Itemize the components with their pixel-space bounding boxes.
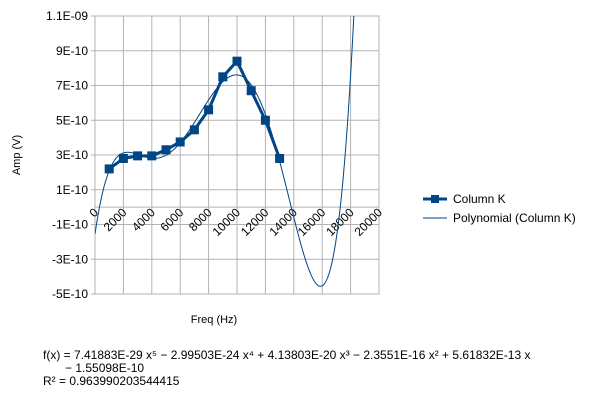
y-tick-labels: 1.1E-09 9E-10 7E-10 5E-10 3E-10 1E-10 -1E-10 -3… [46,9,88,301]
y-tick-label: 5E-10 [56,113,88,127]
y-tick-label: 1.1E-09 [46,9,88,23]
data-point-column-k [204,105,214,115]
equation-line-1: f(x) = 7.41883E-29 x⁵ − 2.99503E-24 x⁴ +… [43,348,531,362]
legend-label-column-k: Column K [453,192,506,206]
data-point-column-k [161,145,171,155]
x-tick-label: 12000 [238,205,272,239]
x-axis-title: Freq (Hz) [191,314,237,326]
x-tick-labels: 0 2000 4000 6000 800010000120001400016000180… [86,205,385,239]
x-tick-label: 2000 [101,205,130,234]
y-tick-label: 7E-10 [56,79,88,93]
legend-label-polynomial: Polynomial (Column K) [453,211,576,225]
y-tick-label: -5E-10 [52,287,88,301]
r-squared: R² = 0.963990203544415 [43,374,180,388]
data-point-column-k [104,164,114,174]
data-point-column-k [232,56,242,66]
y-tick-label: -3E-10 [52,252,88,266]
y-tick-label: 1E-10 [56,183,88,197]
plot-series [95,16,355,287]
y-tick-label: 3E-10 [56,148,88,162]
legend-marker-column-k [431,195,439,203]
equation-line-2: − 1.55098E-10 [65,361,145,375]
x-tick-label: 4000 [129,205,158,234]
y-tick-label: 9E-10 [56,44,88,58]
axes [91,15,380,295]
data-point-column-k [218,72,228,82]
data-point-column-k [260,115,270,125]
data-point-column-k [147,151,157,161]
data-point-column-k [189,125,199,135]
data-point-column-k [133,151,143,161]
data-point-column-k [175,137,185,147]
x-tick-label: 16000 [295,205,329,239]
x-tick-label: 20000 [352,205,386,239]
x-tick-label: 10000 [210,205,244,239]
x-tick-label: 6000 [158,205,187,234]
y-axis-title: Amp (V) [11,135,23,175]
y-tick-label: -1E-10 [52,218,88,232]
data-point-column-k [275,153,285,163]
gridlines [94,15,380,295]
plot-frame [94,15,380,295]
data-point-column-k [118,153,128,163]
trendline-equation: f(x) = 7.41883E-29 x⁵ − 2.99503E-24 x⁴ +… [43,349,588,388]
legend: Column K Polynomial (Column K) [423,192,576,225]
data-point-column-k [246,86,256,96]
